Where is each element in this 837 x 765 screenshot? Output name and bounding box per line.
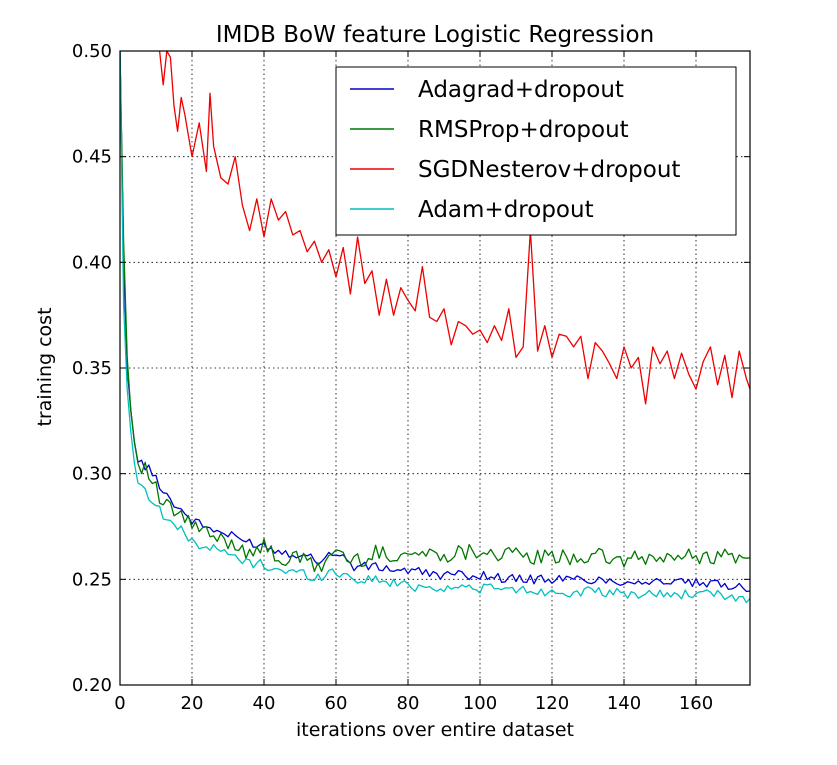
chart-title: IMDB BoW feature Logistic Regression xyxy=(216,22,654,48)
legend-label: Adagrad+dropout xyxy=(418,77,624,103)
legend-label: RMSProp+dropout xyxy=(418,117,629,143)
x-tick-label: 140 xyxy=(607,693,641,714)
y-tick-label: 0.45 xyxy=(72,147,112,168)
series-line xyxy=(158,51,750,405)
y-tick-label: 0.20 xyxy=(72,675,112,696)
x-tick-label: 40 xyxy=(253,693,276,714)
legend-label: SGDNesterov+dropout xyxy=(418,157,680,183)
x-tick-label: 60 xyxy=(325,693,348,714)
y-tick-label: 0.30 xyxy=(72,464,112,485)
series-line xyxy=(120,51,750,593)
x-axis-label: iterations over entire dataset xyxy=(296,719,574,741)
x-tick-label: 160 xyxy=(679,693,713,714)
y-tick-label: 0.40 xyxy=(72,252,112,273)
legend: Adagrad+dropout RMSProp+dropout SGDNestero… xyxy=(335,66,737,236)
legend-box xyxy=(335,66,737,236)
y-axis-label: training cost xyxy=(34,307,56,426)
series-line xyxy=(120,51,750,573)
y-tick-label: 0.35 xyxy=(72,358,112,379)
axis-ticks: 0 20 40 60 80 100 120 140 160 0.20 0.25 0.30 0.35 0.4… xyxy=(72,41,750,714)
x-tick-label: 20 xyxy=(181,693,204,714)
x-tick-label: 100 xyxy=(463,693,497,714)
series-lines xyxy=(120,51,750,604)
x-tick-label: 80 xyxy=(397,693,420,714)
x-tick-label: 120 xyxy=(535,693,569,714)
series-line xyxy=(120,51,750,604)
y-tick-label: 0.25 xyxy=(72,569,112,590)
y-tick-label: 0.50 xyxy=(72,41,112,62)
legend-label: Adam+dropout xyxy=(418,197,594,223)
x-tick-label: 0 xyxy=(114,693,125,714)
